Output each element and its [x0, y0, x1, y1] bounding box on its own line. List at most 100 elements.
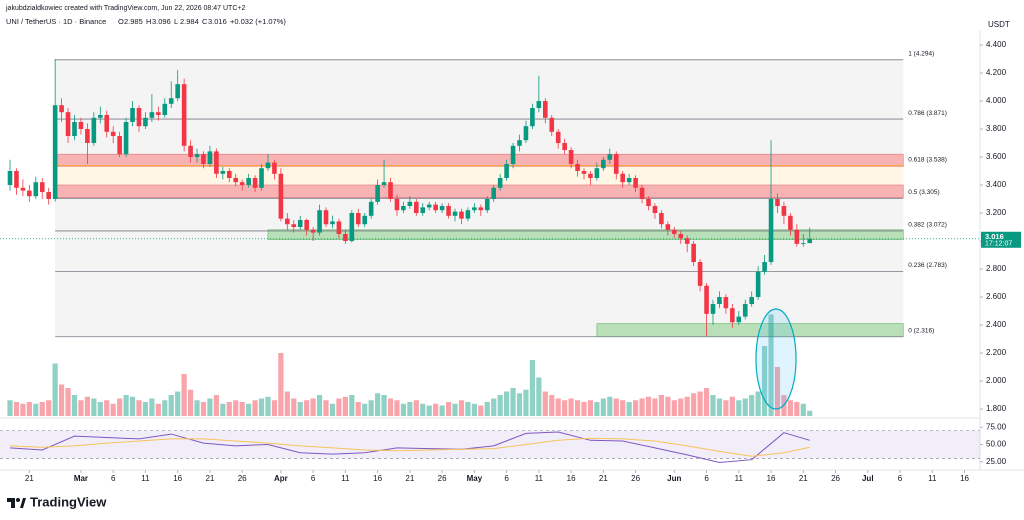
volume-bar [104, 400, 110, 416]
volume-bar [33, 403, 39, 416]
candle-body [285, 218, 290, 225]
candle-body [362, 215, 368, 225]
candle-body [233, 178, 239, 183]
volume-bar [652, 398, 658, 416]
volume-bar [568, 398, 574, 416]
volume-bar [394, 400, 400, 416]
candle-body [691, 243, 696, 263]
rsi-band [0, 430, 980, 459]
volume-bar [458, 400, 465, 416]
volume-bar [246, 403, 252, 416]
volume-bar [800, 403, 806, 416]
candle-body [207, 151, 213, 165]
candle-body [613, 154, 619, 174]
currency: USDT [988, 20, 1010, 29]
x-tick-label: 21 [205, 474, 214, 483]
volume-bar [742, 398, 748, 416]
candle-body [123, 121, 129, 155]
fib-label: 0 (2.316) [908, 328, 934, 335]
countdown: 17:12:07 [985, 241, 1012, 248]
volume-bar [13, 402, 20, 416]
volume-bar [549, 395, 555, 416]
volume-bar [265, 396, 271, 416]
candle-body [226, 171, 232, 179]
candle-body [246, 178, 251, 186]
y-tick-label: 3.200 [986, 208, 1007, 217]
volume-bar [52, 363, 58, 416]
candle-body [459, 211, 464, 219]
fib-label: 1 (4.294) [908, 51, 934, 58]
candle-body [65, 112, 71, 136]
logo-part [20, 498, 26, 508]
candle-body [452, 211, 458, 216]
volume-bar [207, 398, 213, 416]
credit: jakubdzialdkowiec created with TradingVi… [5, 5, 245, 12]
volume-bar [46, 400, 52, 416]
volume-bar [110, 403, 116, 416]
volume-bar [420, 403, 426, 416]
volume-bar [749, 395, 755, 416]
zone [54, 184, 904, 198]
candle-body [72, 121, 77, 136]
candle-body [117, 135, 122, 155]
fib-label: 0.382 (3.072) [908, 222, 947, 229]
candle-body [736, 316, 742, 323]
candle-body [265, 162, 271, 169]
volume-bar [336, 398, 342, 416]
candle-body [317, 210, 322, 233]
candle-body [646, 199, 651, 207]
volume-bar [671, 400, 677, 416]
volume-bar [233, 400, 239, 416]
candle-body [343, 234, 348, 242]
volume-bar [465, 402, 471, 416]
candle-body [59, 105, 64, 113]
candle-body [581, 171, 587, 174]
candle-body [742, 304, 748, 317]
volume-bar [736, 400, 742, 416]
candle-body [446, 206, 451, 216]
candle-body [33, 182, 39, 197]
volume-bar [200, 402, 207, 416]
candle-body [278, 173, 284, 219]
candle-body [562, 142, 567, 150]
volume-bar [304, 400, 310, 416]
volume-bar [729, 396, 735, 416]
x-tick-label: 6 [704, 474, 709, 483]
x-tick-label: 16 [173, 474, 182, 483]
candle-body [330, 221, 335, 225]
y-tick-label: 3.600 [986, 152, 1007, 161]
candle-body [549, 117, 555, 132]
legend-change: +0.032 (+1.07%) [230, 17, 286, 26]
x-tick-label: 26 [831, 474, 840, 483]
candle-body [39, 182, 45, 193]
candle-body [730, 308, 735, 323]
candle-body [659, 213, 664, 225]
volume-bar [658, 395, 664, 416]
y-tick-label: 4.200 [986, 68, 1007, 77]
candle-body [800, 243, 806, 244]
fib-label: 0.786 (3.871) [908, 110, 947, 117]
candle-body [697, 262, 703, 286]
candle-body [130, 107, 135, 122]
x-tick-label: 16 [373, 474, 382, 483]
zone [55, 166, 904, 186]
candle-body [27, 190, 32, 197]
candle-body [194, 154, 200, 157]
volume-bar [723, 400, 729, 416]
candle-body [149, 112, 155, 118]
x-tick-label: 16 [960, 474, 969, 483]
volume-bar [413, 400, 419, 416]
candle-body [594, 168, 600, 179]
y-tick-label: 3.400 [986, 180, 1007, 189]
candle-body [188, 145, 193, 157]
volume-bar [187, 389, 194, 416]
volume-bar [226, 402, 232, 416]
y-tick-label: 2.800 [986, 264, 1007, 273]
x-tick-label: 11 [535, 474, 544, 483]
volume-bar [310, 398, 316, 416]
candle-body [543, 100, 548, 118]
volume-bar [20, 403, 26, 416]
fib-label: 0.236 (2.783) [908, 262, 947, 269]
x-tick-label: 21 [799, 474, 808, 483]
volume-bar [768, 314, 774, 416]
